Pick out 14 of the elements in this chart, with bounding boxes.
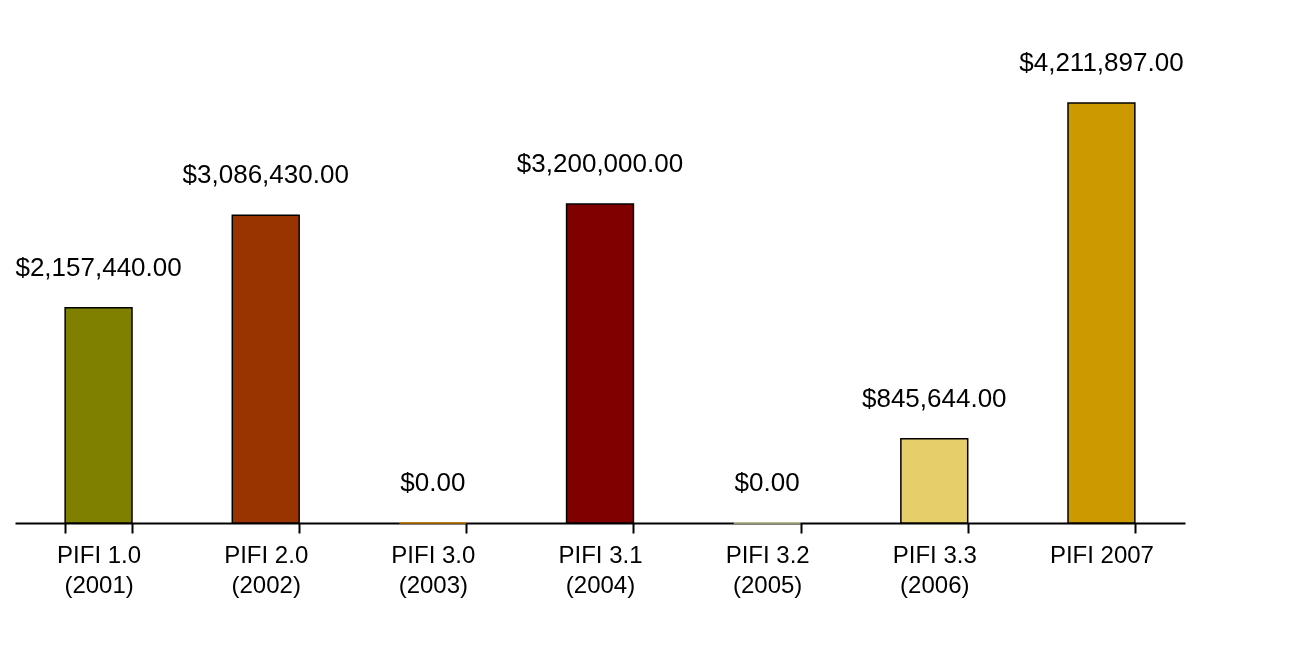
x-tick-label: PIFI 1.0 (2001) [57,540,142,598]
data-label: $0.00 [734,467,800,497]
data-label: $3,200,000.00 [516,147,684,178]
data-label: $4,211,897.00 [1019,47,1184,77]
x-tick-label: PIFI 3.2 (2005) [725,540,810,598]
data-label: $2,157,440.00 [15,251,182,282]
x-tick-label: PIFI 2007 [1049,540,1154,568]
data-label: $0.00 [400,467,466,497]
x-tick-label: PIFI 3.3 (2006) [892,540,977,598]
x-tick-label: PIFI 3.0 (2003) [391,540,476,598]
x-tick-label: PIFI 2.0 (2002) [224,540,309,598]
data-label: $845,644.00 [861,382,1007,413]
data-label: $3,086,430.00 [182,159,349,190]
x-tick-label: PIFI 3.1 (2004) [558,540,643,598]
